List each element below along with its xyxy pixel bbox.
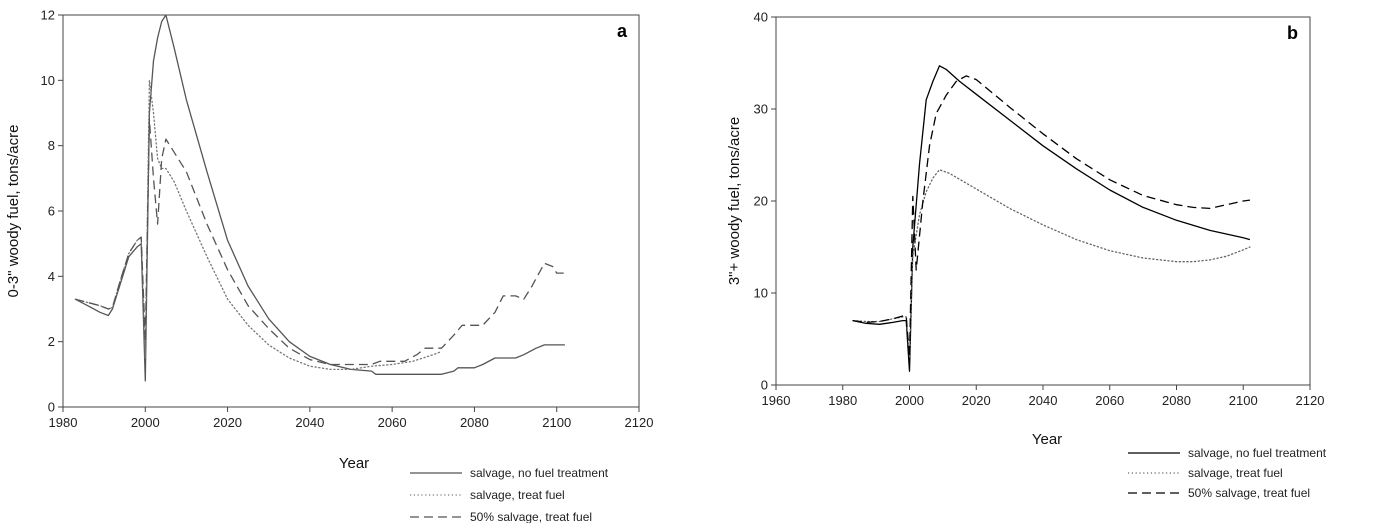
x-axis-label: Year [1032,431,1062,448]
x-tick-label: 2020 [213,415,242,430]
series-line [74,79,443,371]
legend-label: 50% salvage, treat fuel [1188,486,1310,500]
y-tick-label: 6 [48,204,55,219]
plot-frame [62,14,640,408]
series-line [75,118,565,366]
y-tick-label: 2 [48,334,55,349]
legend-label: salvage, no fuel treatment [1188,446,1327,460]
legend: salvage, no fuel treatment salvage, treat… [1128,446,1327,500]
y-axis-label: 0-3" woody fuel, tons/acre [5,125,22,298]
y-tick-label: 8 [48,138,55,153]
y-tick-label: 0 [761,378,768,393]
x-tick-label: 2060 [378,415,407,430]
y-tick-label: 30 [754,102,768,117]
x-tick-label: 1960 [762,393,791,408]
chart-panel-a: 0 2 4 6 8 10 12 1980 2000 2020 2040 2060 2080 2100 212… [5,8,653,523]
series-line [74,14,565,382]
legend-label: salvage, no fuel treatment [470,466,609,480]
x-tick-label: 1980 [49,415,78,430]
y-tick-label: 10 [754,286,768,301]
x-tick-label: 2000 [131,415,160,430]
plot-frame [775,16,1311,386]
x-tick-label: 2000 [895,393,924,408]
x-tick-label: 1980 [828,393,857,408]
legend: salvage, no fuel treatment salvage, treat… [410,466,609,523]
x-tick-label: 2080 [460,415,489,430]
x-tick-label: 2120 [1296,393,1325,408]
legend-label: 50% salvage, treat fuel [470,510,592,523]
y-tick-label: 40 [754,10,768,25]
x-axis-label: Year [339,455,369,472]
x-tick-label: 2040 [295,415,324,430]
y-tick-label: 10 [41,73,55,88]
y-tick-label: 0 [48,400,55,415]
legend-label: salvage, treat fuel [1188,466,1283,480]
chart-panel-b: 0 10 20 30 40 1960 1980 2000 2020 2040 2060 2080 210… [726,10,1327,501]
y-tick-label: 20 [754,194,768,209]
x-tick-label: 2040 [1029,393,1058,408]
panel-label: a [617,21,628,41]
series-line [852,65,1251,372]
y-tick-label: 12 [41,8,55,23]
legend-label: salvage, treat fuel [470,488,565,502]
x-tick-label: 2060 [1095,393,1124,408]
x-tick-label: 2080 [1162,393,1191,408]
x-tick-label: 2120 [625,415,654,430]
x-tick-label: 2020 [962,393,991,408]
y-axis-label: 3"+ woody fuel, tons/acre [726,117,743,285]
series-line [852,75,1250,359]
series-line [852,169,1251,359]
x-tick-label: 2100 [542,415,571,430]
x-tick-label: 2100 [1229,393,1258,408]
y-tick-label: 4 [48,269,55,284]
panel-label: b [1287,23,1298,43]
